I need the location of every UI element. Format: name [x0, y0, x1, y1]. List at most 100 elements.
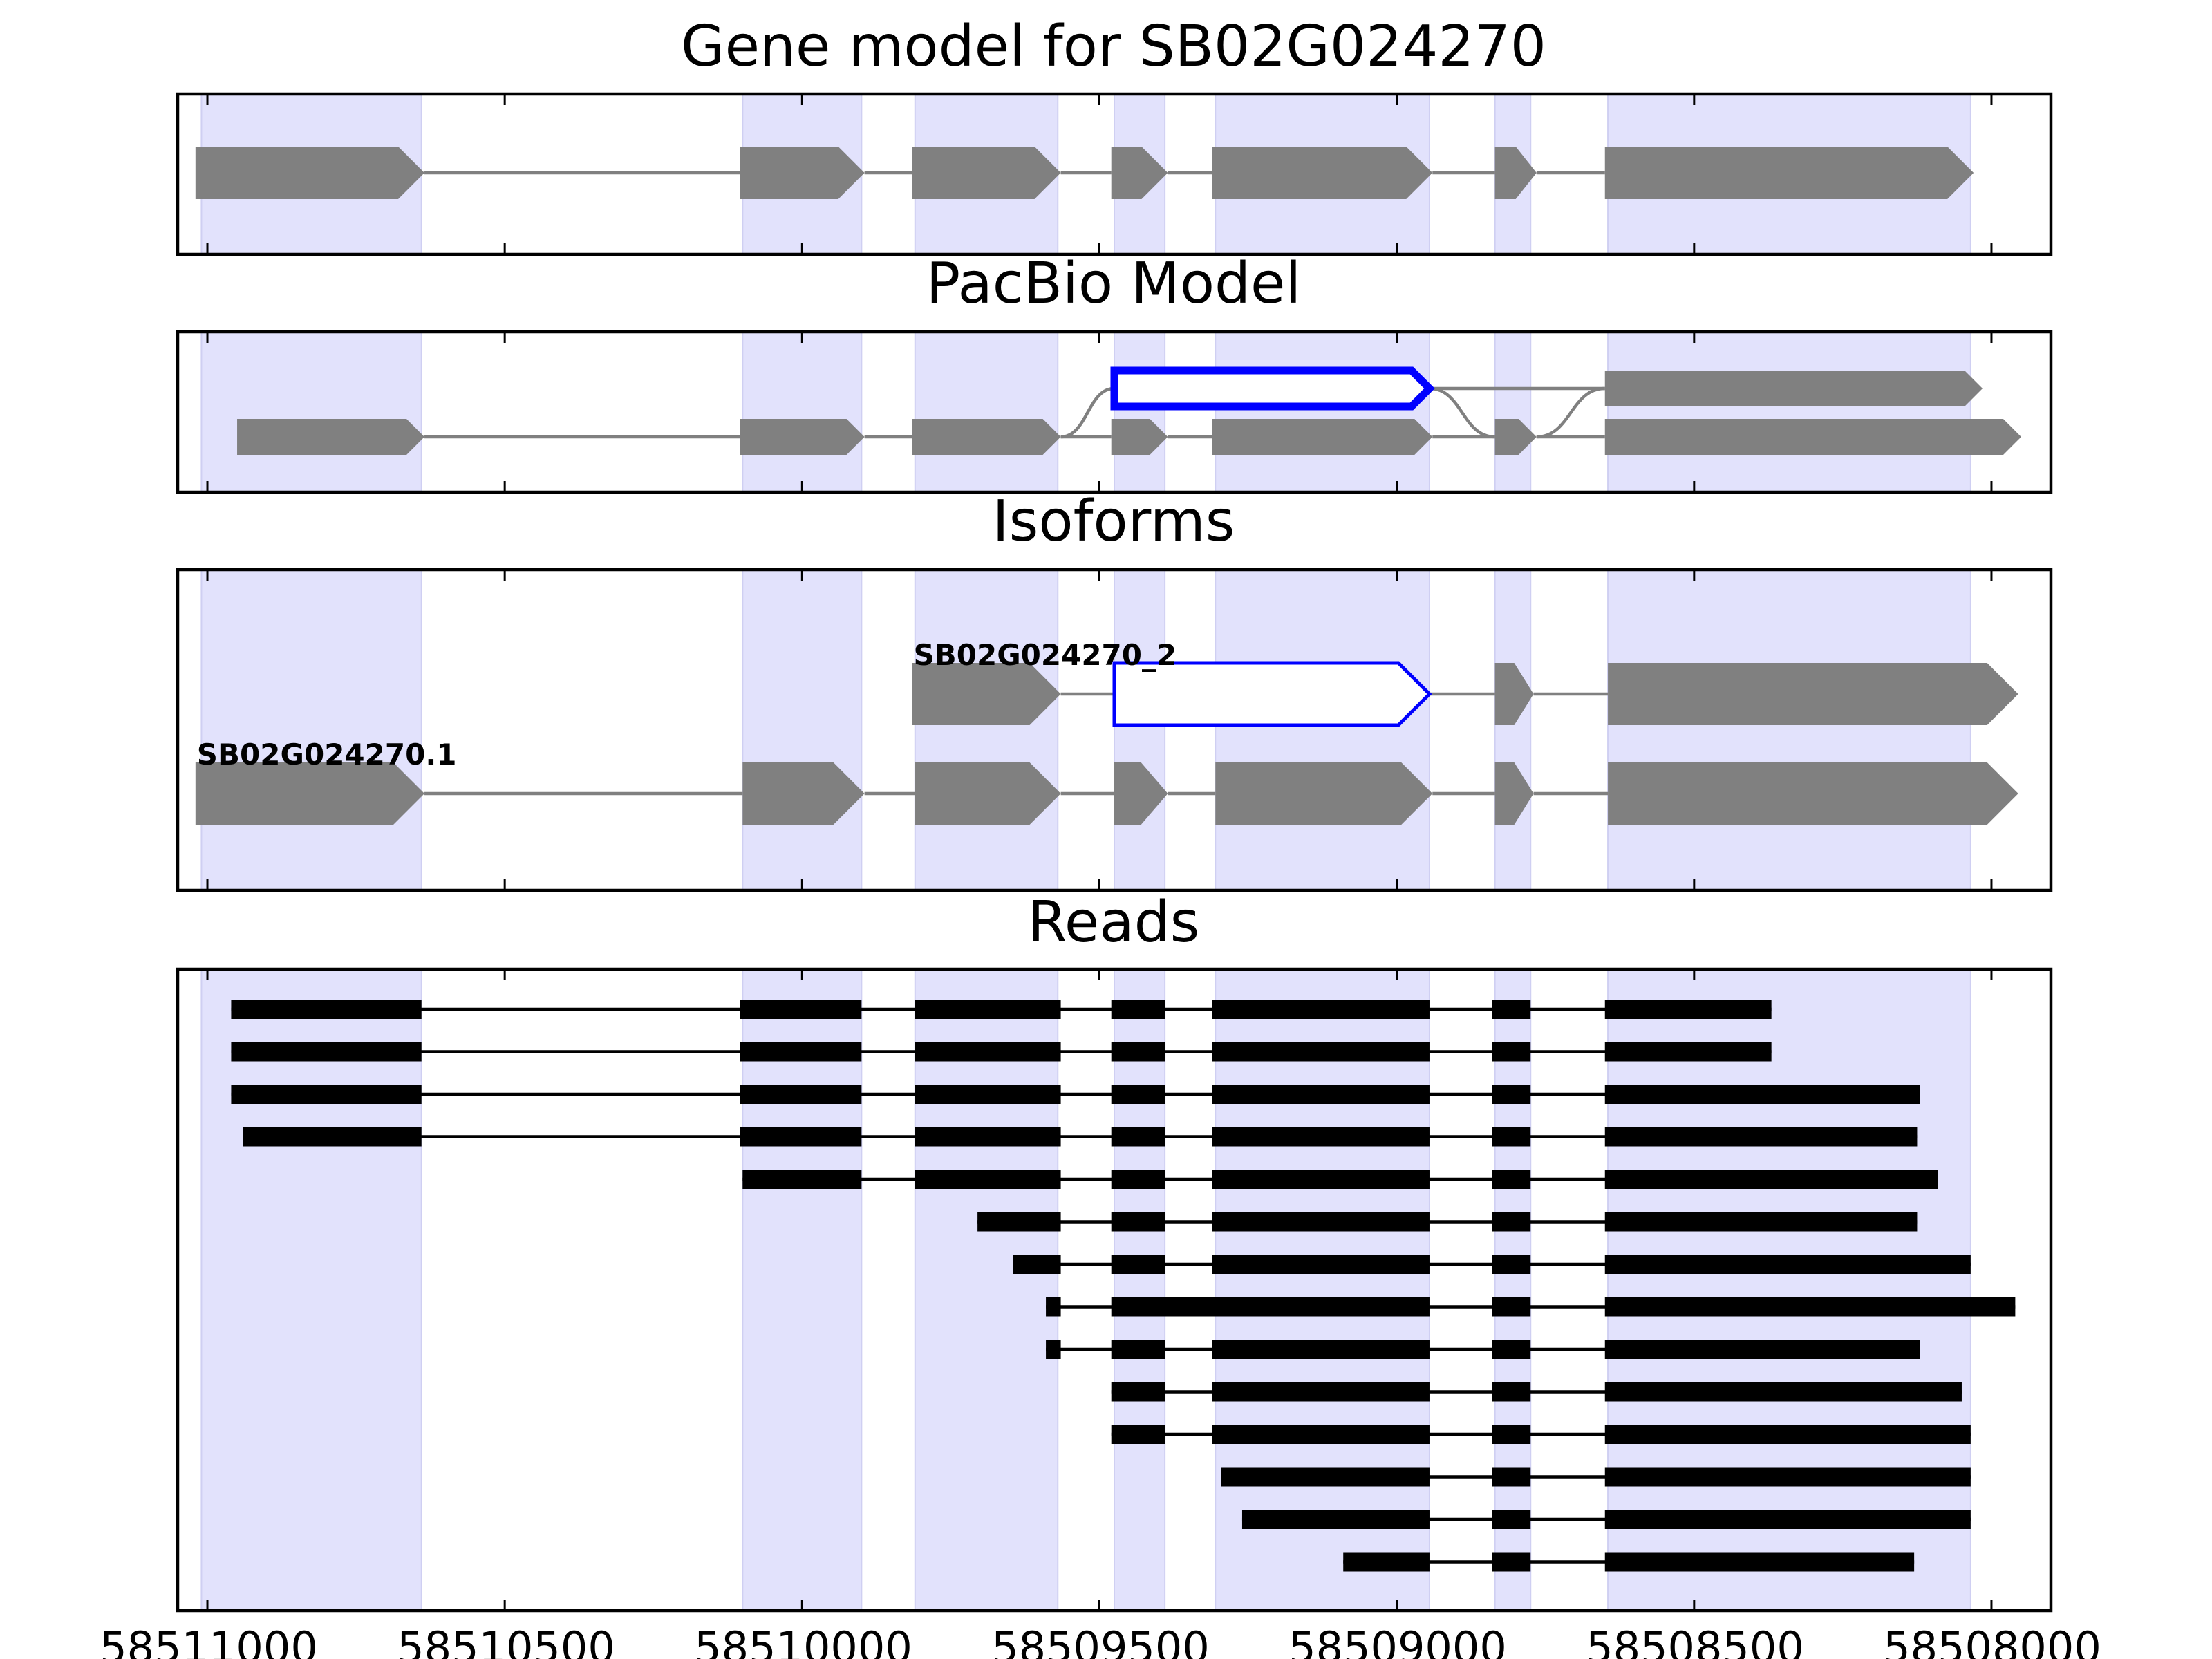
panel-frame-gene-model: [176, 92, 2053, 256]
read-block: [1604, 1000, 1772, 1019]
read-block: [1492, 1255, 1531, 1274]
exon-arrow: [740, 419, 865, 455]
exon-arrow: [1604, 371, 1983, 406]
read-block: [1212, 1425, 1430, 1444]
read-row: [1343, 1552, 1915, 1572]
read-block: [1111, 1127, 1165, 1147]
exon-arrow: [1608, 762, 2018, 825]
shaded-exon-region: [914, 569, 1059, 891]
read-row: [231, 1085, 1920, 1104]
read-block: [1492, 1170, 1531, 1189]
shaded-exon-region: [742, 331, 863, 493]
read-block: [1604, 1297, 2016, 1317]
read-block: [1212, 1170, 1430, 1189]
panel-frame-reads: [176, 967, 2053, 1613]
read-block: [1492, 1042, 1531, 1062]
read-block: [1604, 1042, 1772, 1062]
read-row: [1111, 1382, 1962, 1402]
shaded-exon-region: [1215, 569, 1430, 891]
splice-curve: [1536, 386, 1605, 439]
exon-arrow: [1604, 419, 2021, 455]
read-block: [1604, 1170, 1938, 1189]
read-row: [1046, 1297, 2016, 1317]
shaded-exon-region: [914, 968, 1059, 1611]
read-block: [1111, 1042, 1165, 1062]
read-row: [1221, 1467, 1971, 1487]
read-block: [1241, 1510, 1430, 1529]
read-block: [1492, 1085, 1531, 1104]
shaded-exon-region: [1607, 331, 1971, 493]
exon-arrow: [237, 419, 425, 455]
shaded-exon-region: [1215, 331, 1430, 493]
exon-arrow: [742, 762, 865, 825]
exon-arrow: [1215, 762, 1433, 825]
exon-arrow: [1608, 663, 2018, 725]
read-block: [742, 1170, 862, 1189]
read-block: [1212, 1085, 1430, 1104]
panel-pacbio-model: [200, 331, 2021, 493]
read-block: [1111, 1425, 1165, 1444]
read-block: [1492, 1425, 1531, 1444]
exon-arrow: [1494, 663, 1534, 725]
x-tick-label: 58509000: [1288, 1622, 1507, 1659]
exon-arrow: [1110, 366, 1435, 411]
shaded-exon-region: [1607, 569, 1971, 891]
shaded-exon-region: [1494, 569, 1532, 891]
shaded-exon-region: [200, 331, 422, 493]
exon-arrow: [915, 762, 1061, 825]
read-block: [1604, 1255, 1971, 1274]
read-block: [1111, 1382, 1165, 1402]
read-block: [1604, 1212, 1918, 1232]
shaded-exon-region: [1114, 331, 1166, 493]
read-block: [1046, 1340, 1061, 1359]
read-block: [1604, 1382, 1962, 1402]
read-block: [1604, 1552, 1915, 1572]
shaded-exon-region: [1494, 331, 1532, 493]
read-block: [1492, 1510, 1531, 1529]
read-block: [243, 1127, 422, 1147]
read-block: [1492, 1127, 1531, 1147]
exon-arrow: [912, 663, 1061, 725]
shaded-exon-region: [1215, 968, 1430, 1611]
read-block: [1492, 1000, 1531, 1019]
exon-arrow: [912, 147, 1061, 199]
read-block: [1111, 1085, 1165, 1104]
read-row: [1241, 1510, 1971, 1529]
shaded-exon-region: [742, 968, 863, 1611]
shaded-exon-region: [1114, 968, 1166, 1611]
exon-arrow: [1112, 661, 1432, 727]
isoform-label: SB02G024270_2: [913, 638, 1177, 672]
read-row: [1013, 1255, 1971, 1274]
shaded-exon-region: [200, 569, 422, 891]
panel-title-pacbio-model: PacBio Model: [926, 251, 1302, 317]
read-row: [1111, 1425, 1971, 1444]
splice-curve: [1429, 386, 1495, 439]
shaded-exon-region: [1114, 569, 1166, 891]
read-block: [977, 1212, 1061, 1232]
read-block: [1046, 1297, 1061, 1317]
shaded-exon-region: [742, 569, 863, 891]
read-block: [1111, 1255, 1165, 1274]
exon-arrow: [1604, 147, 1974, 199]
read-row: [742, 1170, 1938, 1189]
exon-arrow: [1111, 419, 1168, 455]
read-block: [1492, 1212, 1531, 1232]
read-block: [1212, 1340, 1430, 1359]
read-row: [977, 1212, 1918, 1232]
read-block: [1212, 1382, 1430, 1402]
read-block: [740, 1042, 862, 1062]
exon-arrow: [1212, 147, 1433, 199]
read-row: [243, 1127, 1918, 1147]
read-block: [1604, 1510, 1971, 1529]
read-block: [1604, 1085, 1920, 1104]
x-axis: 58511000 58510500 58510000 58509500 5850…: [100, 1622, 2101, 1659]
read-row: [231, 1000, 1772, 1019]
read-block: [1212, 1127, 1430, 1147]
exon-arrow: [1212, 419, 1433, 455]
exon-arrow: [1494, 419, 1537, 455]
x-tick-label: 58509500: [991, 1622, 1210, 1659]
read-block: [231, 1042, 422, 1062]
read-block: [1111, 1000, 1165, 1019]
shaded-exon-region: [1607, 968, 1971, 1611]
read-block: [1604, 1425, 1971, 1444]
